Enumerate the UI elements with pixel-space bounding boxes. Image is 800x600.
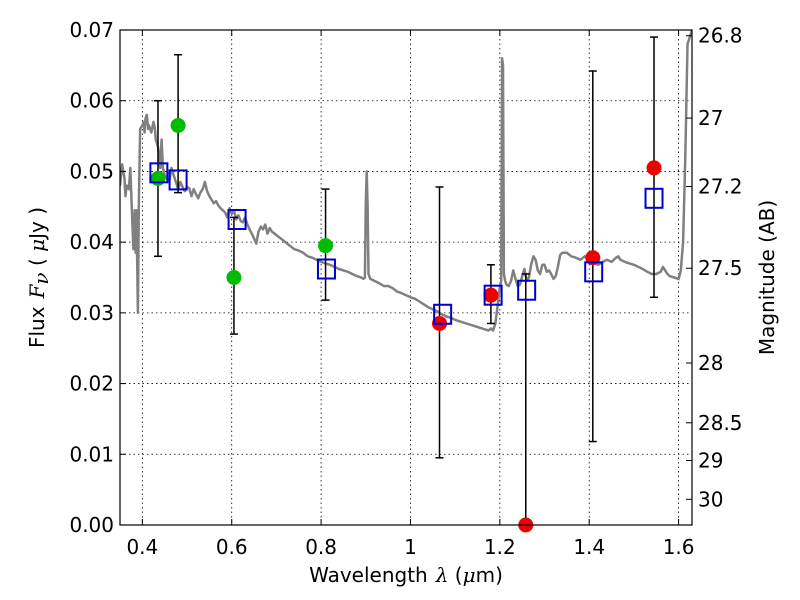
x-tick-label: 1.6 xyxy=(663,535,695,559)
y2-tick-label: 27.2 xyxy=(698,175,743,199)
y-tick-label: 0.05 xyxy=(69,159,114,183)
model-sed-layer xyxy=(120,30,692,332)
synthetic-square xyxy=(483,284,503,306)
synthetic-square xyxy=(316,258,336,280)
y-tick-label: 0.04 xyxy=(69,230,114,254)
synthetic-square xyxy=(644,187,664,209)
observed-points-layer xyxy=(150,117,662,533)
green-point xyxy=(226,270,242,285)
axis-ticks xyxy=(120,29,692,526)
y2-tick-label: 27.5 xyxy=(698,256,743,280)
y-tick-label: 0.01 xyxy=(69,442,114,466)
y-tick-label: 0.06 xyxy=(69,89,114,113)
x-tick-label: 1 xyxy=(404,535,417,559)
synthetic-square xyxy=(168,169,188,191)
model-spectrum-line xyxy=(120,30,692,332)
x-tick-label: 0.8 xyxy=(305,535,337,559)
x-tick-label: 1.4 xyxy=(573,535,605,559)
synthetic-square xyxy=(517,279,537,301)
synthetic-square xyxy=(149,162,169,184)
y2-tick-label: 27 xyxy=(698,106,723,130)
error-bars-layer xyxy=(153,36,659,526)
tick-labels: 0.4 0.6 0.8 1 1.2 1.4 1.6 0.00 0.01 0.02 0.03 0.04 0… xyxy=(69,18,742,559)
y-tick-label: 0.07 xyxy=(69,18,114,42)
y-axis-title: FluxFν ( μJy ) xyxy=(25,207,53,348)
y2-tick-label: 30 xyxy=(698,487,723,511)
green-point xyxy=(318,238,334,254)
synthetic-square xyxy=(584,261,604,283)
plot-frame xyxy=(119,29,693,526)
x-axis-title: Wavelength λ (μm) xyxy=(309,563,503,587)
y2-tick-label: 28 xyxy=(698,351,723,375)
red-point xyxy=(483,287,499,303)
y2-tick-label: 29 xyxy=(698,449,723,473)
y-tick-label: 0.03 xyxy=(69,301,114,325)
synthetic-squares-layer xyxy=(149,162,664,325)
green-point xyxy=(170,117,186,133)
y-tick-label: 0.02 xyxy=(69,372,114,396)
x-tick-label: 1.2 xyxy=(484,535,516,559)
red-point xyxy=(646,160,662,176)
synthetic-square xyxy=(227,209,247,231)
x-tick-label: 0.4 xyxy=(126,535,158,559)
synthetic-square xyxy=(433,303,453,325)
right-axis-title: Magnitude (AB) xyxy=(755,200,779,355)
y-tick-label: 0.00 xyxy=(69,513,114,537)
x-tick-label: 0.6 xyxy=(216,535,248,559)
y2-tick-label: 28.5 xyxy=(698,411,743,435)
green-point xyxy=(150,171,166,186)
y2-tick-label: 26.8 xyxy=(698,24,743,48)
